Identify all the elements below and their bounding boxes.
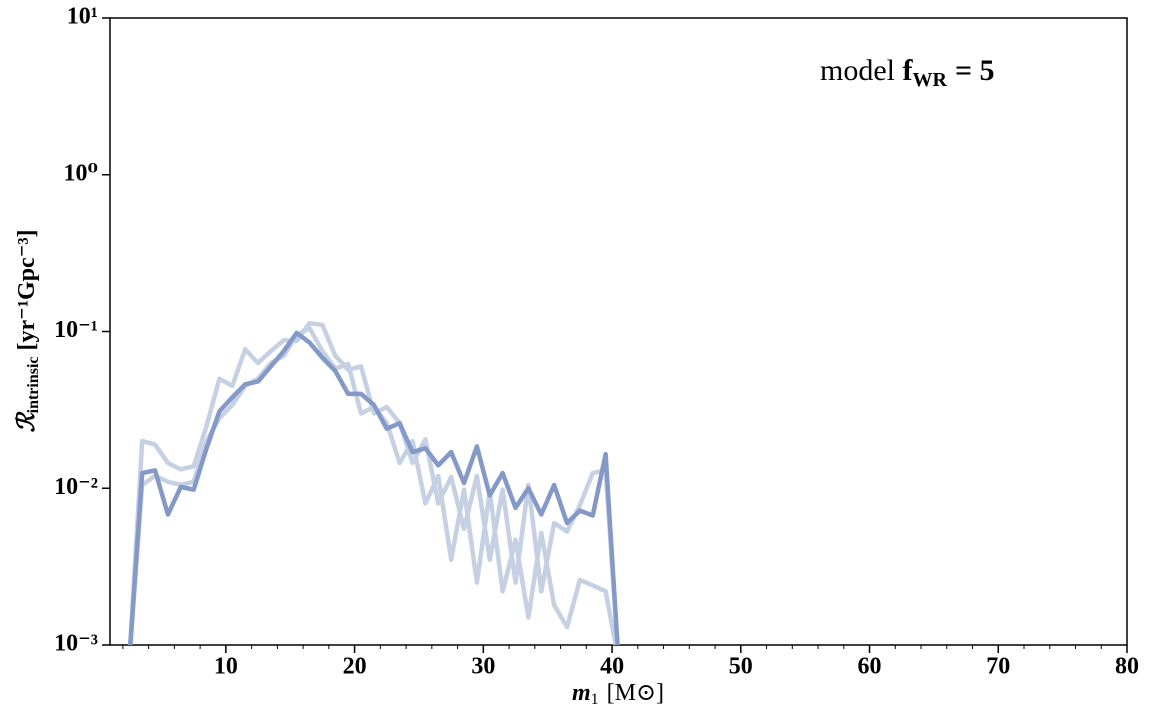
annotation-subscript: WR — [913, 69, 948, 91]
y-label-symbol: ℛ — [14, 411, 40, 433]
plot-area — [127, 320, 620, 645]
x-tick-label: 20 — [343, 654, 367, 680]
annotation: model fWR = 5 — [820, 54, 995, 91]
y-label-subscript: intrinsic — [25, 356, 42, 413]
y-label-unit: [yr⁻¹Gpc⁻³] — [14, 229, 40, 350]
y-tick-label: 10⁻¹ — [54, 317, 98, 343]
y-tick-label: 10⁻² — [54, 474, 98, 500]
x-tick-label: 30 — [471, 654, 495, 680]
x-tick-label: 10 — [214, 654, 238, 680]
series-line — [128, 325, 618, 645]
annotation-symbol: f — [903, 54, 914, 87]
x-label-unit: [M⊙] — [607, 680, 664, 706]
x-tick-label: 70 — [986, 654, 1010, 680]
series-line — [127, 320, 620, 645]
x-tick-label: 80 — [1115, 654, 1139, 680]
x-tick-label: 50 — [729, 654, 753, 680]
annotation-prefix: model — [820, 54, 895, 87]
x-tick-label: 60 — [858, 654, 882, 680]
x-tick-label: 40 — [600, 654, 624, 680]
y-tick-label: 10⁻³ — [54, 631, 98, 657]
plot-frame — [109, 17, 1128, 646]
y-tick-label: 10¹ — [67, 4, 98, 30]
x-label-symbol: m — [572, 680, 591, 706]
x-label-subscript: 1 — [591, 691, 599, 708]
y-axis-label: ℛintrinsic [yr⁻¹Gpc⁻³] — [14, 229, 42, 432]
x-axis-label: m1 [M⊙] — [572, 680, 664, 708]
series-line — [128, 330, 620, 645]
y-tick-label: 10⁰ — [63, 160, 98, 186]
annotation-suffix: = 5 — [955, 54, 995, 87]
